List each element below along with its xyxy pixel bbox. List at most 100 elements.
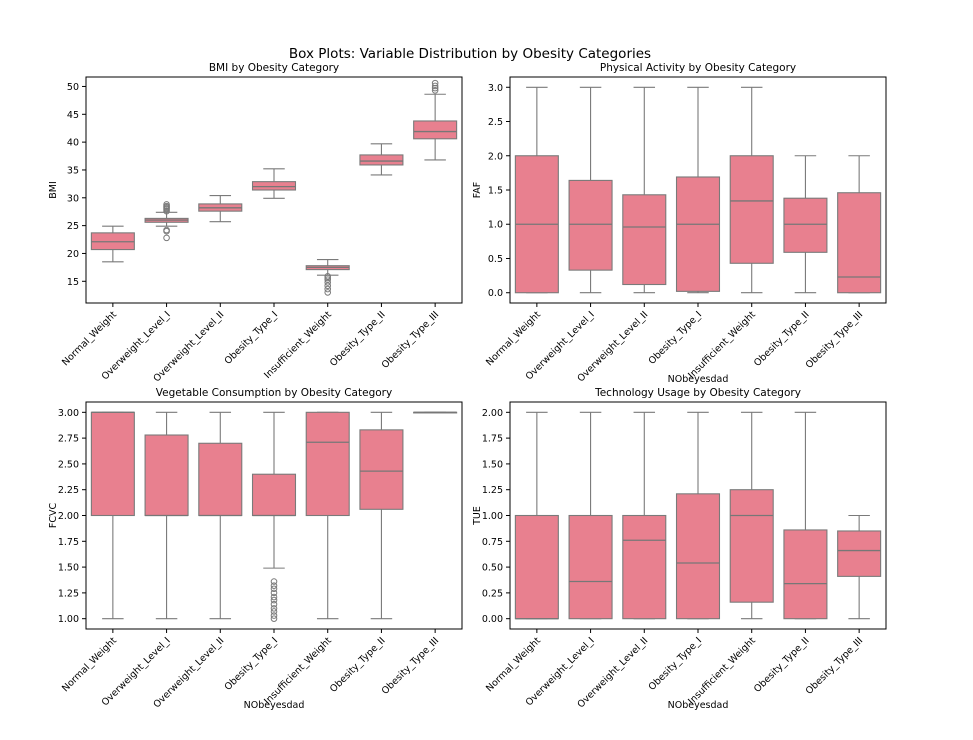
y-axis-label: FAF xyxy=(472,182,483,199)
box-Obesity_Type_II xyxy=(783,411,828,620)
y-tick-label: 0.25 xyxy=(482,588,503,599)
iqr-box xyxy=(622,194,667,286)
y-axis-label: FCVC xyxy=(48,503,59,529)
chart-title: Vegetable Consumption by Obesity Categor… xyxy=(156,387,392,399)
iqr-box xyxy=(144,434,189,517)
outlier-point xyxy=(163,234,170,242)
y-axis-label: BMI xyxy=(48,181,59,199)
x-axis-label: NObeyesdad xyxy=(668,700,729,711)
iqr-box xyxy=(90,411,135,517)
iqr-box xyxy=(568,179,613,271)
box-Obesity_Type_I xyxy=(675,411,721,620)
chart-title: Technology Usage by Obesity Category xyxy=(594,387,801,399)
box-Normal_Weight xyxy=(514,86,559,294)
box-Obesity_Type_II xyxy=(359,411,404,620)
y-tick-label: 45 xyxy=(67,110,79,121)
iqr-box xyxy=(729,155,774,264)
outlier-point xyxy=(270,608,278,615)
y-tick-label: 1.75 xyxy=(482,434,503,445)
outlier-point xyxy=(431,82,439,90)
iqr-box xyxy=(413,120,458,140)
outlier-point xyxy=(270,596,278,604)
y-tick-label: 25 xyxy=(67,221,79,232)
y-tick-label: 1.50 xyxy=(482,459,503,470)
iqr-box xyxy=(675,493,721,620)
outlier-point xyxy=(270,615,278,622)
y-tick-label: 3.0 xyxy=(488,83,503,94)
outlier-point xyxy=(431,84,439,92)
y-tick-label: 30 xyxy=(67,193,79,204)
iqr-box xyxy=(783,529,828,620)
iqr-box xyxy=(568,514,613,620)
box-Obesity_Type_II xyxy=(783,155,828,294)
y-tick-label: 0.75 xyxy=(482,537,503,548)
outlier-point xyxy=(270,600,278,608)
y-axis-label: TUE xyxy=(472,506,483,526)
y-tick-label: 2.00 xyxy=(58,511,79,522)
y-tick-label: 0.00 xyxy=(482,614,503,625)
iqr-box xyxy=(837,530,882,577)
y-tick-label: 1.25 xyxy=(482,485,503,496)
outlier-point xyxy=(270,593,278,601)
outlier-point xyxy=(431,79,439,87)
y-tick-label: 1.50 xyxy=(58,563,79,574)
outlier-point xyxy=(324,285,332,293)
outlier-point xyxy=(270,578,278,585)
iqr-box xyxy=(359,154,404,166)
box-Obesity_Type_I xyxy=(251,411,297,622)
outlier-point xyxy=(270,605,278,612)
chart-title: Physical Activity by Obesity Category xyxy=(600,62,796,74)
outlier-point xyxy=(270,589,278,597)
iqr-box xyxy=(622,514,667,620)
y-tick-label: 0.0 xyxy=(488,288,503,299)
box-Insufficient_Weight xyxy=(305,259,350,296)
box-Insufficient_Weight xyxy=(729,411,774,620)
iqr-box xyxy=(729,489,774,603)
iqr-box xyxy=(359,429,404,510)
outlier-point xyxy=(163,201,170,208)
y-tick-label: 1.25 xyxy=(58,588,79,599)
outlier-point xyxy=(163,226,170,234)
box-Overweight_Level_I xyxy=(144,201,189,242)
chart-title: BMI by Obesity Category xyxy=(209,62,339,74)
iqr-box xyxy=(198,442,243,517)
box-Obesity_Type_I xyxy=(251,168,297,199)
y-tick-label: 1.75 xyxy=(58,537,79,548)
y-tick-label: 2.00 xyxy=(482,408,503,419)
box-Normal_Weight xyxy=(90,225,135,263)
outlier-point xyxy=(324,272,332,280)
box-Normal_Weight xyxy=(90,411,135,620)
iqr-box xyxy=(251,473,297,517)
outlier-point xyxy=(431,87,439,94)
box-Insufficient_Weight xyxy=(305,411,350,620)
outlier-point xyxy=(270,612,278,619)
box-Insufficient_Weight xyxy=(729,86,774,294)
y-tick-label: 0.50 xyxy=(482,563,503,574)
box-Obesity_Type_III xyxy=(413,411,458,414)
figure-title: Box Plots: Variable Distribution by Obes… xyxy=(289,46,651,62)
outlier-point xyxy=(324,289,332,296)
y-tick-label: 50 xyxy=(67,82,79,93)
y-tick-label: 2.5 xyxy=(488,117,503,128)
box-Obesity_Type_II xyxy=(359,143,404,176)
y-tick-label: 3.00 xyxy=(58,408,79,419)
y-tick-label: 35 xyxy=(67,165,79,176)
y-tick-label: 2.0 xyxy=(488,151,503,162)
box-Overweight_Level_II xyxy=(198,411,243,620)
y-tick-label: 20 xyxy=(67,249,79,260)
box-Obesity_Type_III xyxy=(413,79,458,161)
iqr-box xyxy=(514,514,559,620)
outlier-point xyxy=(270,585,278,593)
y-tick-label: 2.50 xyxy=(58,459,79,470)
y-tick-label: 1.00 xyxy=(58,614,79,625)
x-axis-label: NObeyesdad xyxy=(244,700,305,711)
y-tick-label: 2.75 xyxy=(58,434,79,445)
box-Overweight_Level_II xyxy=(622,411,667,620)
iqr-box xyxy=(675,176,721,292)
box-Obesity_Type_I xyxy=(675,86,721,294)
outlier-point xyxy=(324,282,332,290)
y-tick-label: 1.00 xyxy=(482,511,503,522)
y-tick-label: 0.5 xyxy=(488,254,503,265)
box-Overweight_Level_II xyxy=(198,195,243,223)
